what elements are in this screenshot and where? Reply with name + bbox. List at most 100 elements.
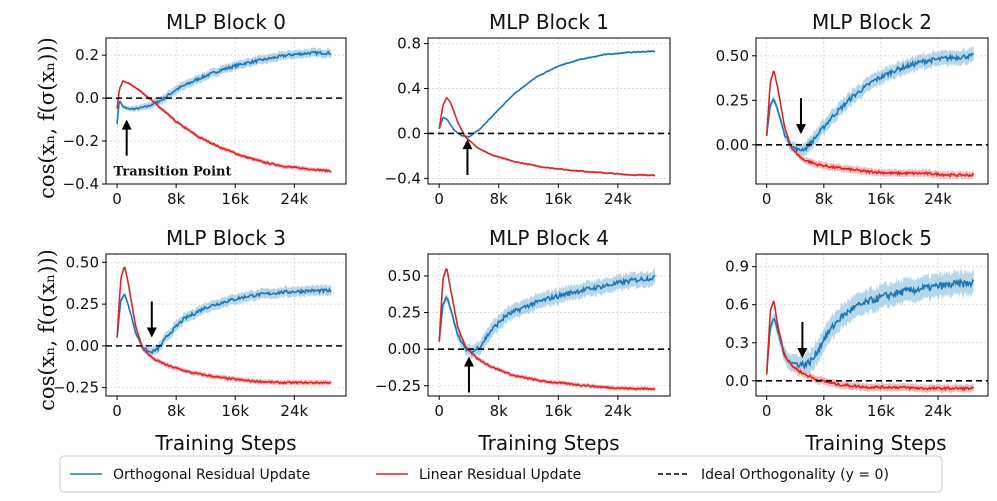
subplot-4: 0 8k 16k 24k −0.25 0.00 0.25 0.50 MLP Block 4 bbox=[375, 226, 671, 420]
plot-frame bbox=[105, 37, 347, 185]
y-tick-label: 0.0 bbox=[397, 124, 421, 142]
legend-frame bbox=[59, 455, 943, 493]
y-tick-label: 0.00 bbox=[716, 136, 749, 154]
x-tick-label: 24k bbox=[280, 190, 308, 208]
x-tick-label: 8k bbox=[167, 402, 186, 420]
x-tick-label: 24k bbox=[280, 402, 308, 420]
x-tick-label: 0 bbox=[762, 190, 772, 208]
transition-arrow-head bbox=[463, 356, 474, 367]
legend-label-linear: Linear Residual Update bbox=[419, 467, 581, 483]
x-tick-label: 0 bbox=[434, 402, 444, 420]
subplot-title: MLP Block 0 bbox=[166, 10, 286, 34]
series-line-linear bbox=[116, 79, 332, 173]
series-line-linear bbox=[116, 266, 332, 385]
subplot-3: 0 8k 16k 24k −0.25 0.00 0.25 0.50 MLP Block 3 bbox=[53, 226, 347, 420]
series-band-orthogonal bbox=[439, 267, 656, 360]
x-tick-label: 24k bbox=[604, 190, 632, 208]
series-line-orthogonal bbox=[116, 50, 332, 125]
y-tick-label: 0.0 bbox=[725, 372, 749, 390]
x-tick-label: 8k bbox=[490, 190, 509, 208]
x-tick-label: 0 bbox=[112, 190, 122, 208]
series-line-linear bbox=[765, 70, 975, 178]
y-tick-label: −0.25 bbox=[53, 379, 99, 397]
y-axis-labels: cos(xₙ, f(σ(xₙ))) cos(xₙ, f(σ(xₙ))) bbox=[35, 37, 59, 411]
series-line-linear bbox=[765, 300, 975, 392]
series-line-orthogonal bbox=[438, 50, 656, 138]
series-band-linear bbox=[766, 299, 974, 394]
x-tick-label: 0 bbox=[762, 402, 772, 420]
x-tick-label: 8k bbox=[815, 402, 834, 420]
series-band-orthogonal bbox=[117, 47, 332, 126]
series-band-orthogonal bbox=[766, 46, 974, 158]
y-tick-label: 0.3 bbox=[725, 334, 749, 352]
transition-arrow-head bbox=[121, 119, 132, 130]
plot-frame bbox=[755, 253, 989, 397]
x-tick-label: 16k bbox=[221, 190, 249, 208]
series-band-linear bbox=[117, 79, 332, 174]
y-tick-label: 0.00 bbox=[66, 337, 99, 355]
y-axis-label-bottom: cos(xₙ, f(σ(xₙ))) bbox=[35, 249, 59, 411]
series-line-orthogonal bbox=[116, 287, 332, 355]
plot-area bbox=[756, 268, 988, 394]
plot-area bbox=[756, 46, 988, 180]
transition-arrow-head bbox=[462, 139, 473, 150]
transition-point-label: Transition Point bbox=[114, 165, 232, 180]
x-tick-label: 24k bbox=[924, 190, 952, 208]
series-line-linear bbox=[438, 268, 656, 391]
x-tick-label: 16k bbox=[544, 190, 572, 208]
series-band-linear bbox=[117, 266, 332, 386]
legend: Orthogonal Residual Update Linear Residu… bbox=[59, 455, 943, 493]
x-tick-label: 16k bbox=[544, 402, 572, 420]
x-axis-label-col2: Training Steps bbox=[477, 431, 619, 455]
subplot-1: 0 8k 16k 24k −0.4 0.0 0.4 0.8 MLP Block 1 bbox=[385, 10, 671, 208]
plot-area bbox=[106, 266, 346, 386]
plot-frame bbox=[427, 37, 671, 185]
x-tick-label: 8k bbox=[815, 190, 834, 208]
transition-arrow-head bbox=[795, 124, 806, 135]
series-line-orthogonal bbox=[438, 274, 656, 356]
plot-area bbox=[428, 50, 670, 177]
x-tick-label: 16k bbox=[867, 190, 895, 208]
subplot-0: 0 8k 16k 24k −0.4 −0.2 0.0 0.2 MLP Block 0 Transi… bbox=[63, 10, 347, 208]
subplot-grid: 0 8k 16k 24k −0.4 −0.2 0.0 0.2 MLP Block 0 Transi… bbox=[53, 10, 989, 420]
x-tick-label: 24k bbox=[924, 402, 952, 420]
y-tick-label: 0.25 bbox=[388, 304, 421, 322]
x-tick-label: 0 bbox=[434, 190, 444, 208]
subplot-title: MLP Block 5 bbox=[812, 226, 932, 250]
legend-label-orthogonal: Orthogonal Residual Update bbox=[113, 467, 310, 483]
y-tick-label: 0.50 bbox=[388, 267, 421, 285]
x-tick-label: 8k bbox=[490, 402, 509, 420]
y-tick-label: 0.50 bbox=[66, 253, 99, 271]
x-tick-label: 24k bbox=[604, 402, 632, 420]
x-tick-label: 16k bbox=[867, 402, 895, 420]
plot-frame bbox=[427, 253, 671, 397]
y-tick-label: 0.50 bbox=[716, 47, 749, 65]
y-tick-label: −0.2 bbox=[63, 132, 99, 150]
y-tick-label: 0.00 bbox=[388, 340, 421, 358]
y-tick-label: 0.2 bbox=[75, 46, 99, 64]
y-tick-label: −0.25 bbox=[375, 377, 421, 395]
y-tick-label: 0.8 bbox=[397, 35, 421, 53]
series-line-orthogonal bbox=[765, 277, 975, 375]
plot-frame bbox=[105, 253, 347, 397]
series-line-linear bbox=[438, 96, 656, 177]
x-axis-label-col3: Training Steps bbox=[804, 431, 946, 455]
subplot-title: MLP Block 4 bbox=[489, 226, 609, 250]
x-tick-label: 8k bbox=[167, 190, 186, 208]
series-line-orthogonal bbox=[765, 52, 975, 154]
plot-frame bbox=[755, 37, 989, 185]
y-axis-label-top: cos(xₙ, f(σ(xₙ))) bbox=[35, 37, 59, 199]
y-tick-label: 0.6 bbox=[725, 296, 749, 314]
transition-arrow-head bbox=[146, 327, 157, 338]
subplot-5: 0 8k 16k 24k 0.0 0.3 0.6 0.9 MLP Block 5 bbox=[725, 226, 989, 420]
y-tick-label: −0.4 bbox=[63, 175, 99, 193]
subplot-title: MLP Block 2 bbox=[812, 10, 932, 34]
legend-label-ideal: Ideal Orthogonality (y = 0) bbox=[701, 467, 889, 483]
subplot-title: MLP Block 1 bbox=[489, 10, 609, 34]
subplot-2: 0 8k 16k 24k 0.00 0.25 0.50 MLP Block 2 bbox=[716, 10, 989, 208]
y-tick-label: 0.25 bbox=[716, 91, 749, 109]
x-tick-label: 16k bbox=[221, 402, 249, 420]
y-tick-label: −0.4 bbox=[385, 169, 421, 187]
series-band-orthogonal bbox=[439, 50, 656, 138]
